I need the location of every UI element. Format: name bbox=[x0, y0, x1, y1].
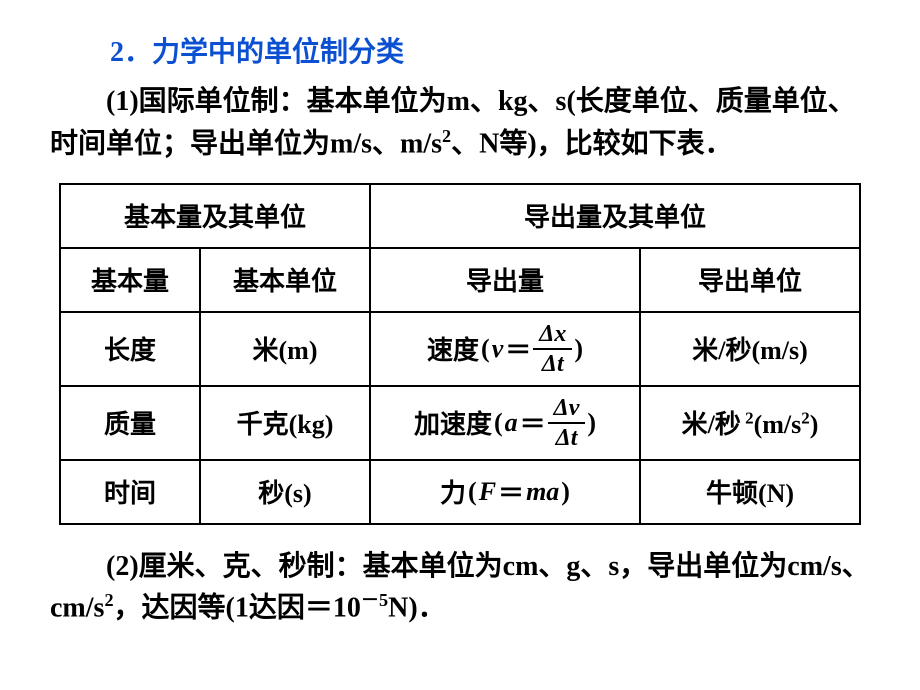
para2-sup2: －5 bbox=[361, 590, 388, 610]
header-left: 基本量及其单位 bbox=[60, 184, 370, 248]
para2-text-b: ，达因等(1达因＝10 bbox=[114, 592, 361, 623]
unit-sup2: 2 bbox=[801, 408, 809, 427]
para2-text-c: N)． bbox=[388, 592, 446, 623]
frac-den: Δt bbox=[533, 350, 572, 378]
cell-base-unit: 千克(kg) bbox=[200, 386, 370, 460]
frac-num: Δv bbox=[548, 394, 586, 424]
derived-expr: ma bbox=[526, 477, 559, 507]
derived-name: 速度 bbox=[427, 330, 479, 367]
subheader-c4: 导出单位 bbox=[640, 248, 860, 312]
header-right: 导出量及其单位 bbox=[370, 184, 860, 248]
table-subheader-row: 基本量 基本单位 导出量 导出单位 bbox=[60, 248, 860, 312]
cell-base-unit: 米(m) bbox=[200, 312, 370, 386]
cell-derived-qty: 速度(v＝ Δx Δt ) bbox=[370, 312, 640, 386]
unit-sup: 2 bbox=[741, 408, 754, 427]
cell-base-qty: 长度 bbox=[60, 312, 200, 386]
frac-den: Δt bbox=[548, 424, 586, 452]
cell-derived-unit: 米/秒 2(m/s2) bbox=[640, 386, 860, 460]
subheader-c2: 基本单位 bbox=[200, 248, 370, 312]
cell-derived-qty: 力(F＝ma) bbox=[370, 460, 640, 524]
table-header-row: 基本量及其单位 导出量及其单位 bbox=[60, 184, 860, 248]
unit-post: (m/s bbox=[754, 410, 802, 439]
table-row: 时间 秒(s) 力(F＝ma) 牛顿(N) bbox=[60, 460, 860, 524]
para1-sup: 2 bbox=[442, 126, 451, 146]
derived-name: 加速度 bbox=[414, 404, 492, 441]
cell-base-unit: 秒(s) bbox=[200, 460, 370, 524]
cell-derived-qty: 加速度(a＝ Δv Δt ) bbox=[370, 386, 640, 460]
table-row: 长度 米(m) 速度(v＝ Δx Δt ) 米/秒(m/s) bbox=[60, 312, 860, 386]
cell-derived-unit: 牛顿(N) bbox=[640, 460, 860, 524]
cell-base-qty: 质量 bbox=[60, 386, 200, 460]
fraction-icon: Δv Δt bbox=[548, 394, 586, 452]
paragraph-1: (1)国际单位制：基本单位为m、kg、s(长度单位、质量单位、时间单位；导出单位… bbox=[50, 82, 870, 165]
units-table: 基本量及其单位 导出量及其单位 基本量 基本单位 导出量 导出单位 长度 米(m… bbox=[59, 183, 861, 525]
subheader-c3: 导出量 bbox=[370, 248, 640, 312]
subheader-c1: 基本量 bbox=[60, 248, 200, 312]
cell-base-qty: 时间 bbox=[60, 460, 200, 524]
derived-var: a bbox=[505, 408, 518, 438]
derived-name: 力 bbox=[440, 473, 466, 510]
table-row: 质量 千克(kg) 加速度(a＝ Δv Δt ) 米/秒 2(m/s2) bbox=[60, 386, 860, 460]
derived-var: v bbox=[492, 334, 504, 364]
para2-sup: 2 bbox=[104, 590, 113, 610]
cell-derived-unit: 米/秒(m/s) bbox=[640, 312, 860, 386]
paragraph-2: (2)厘米、克、秒制：基本单位为cm、g、s，导出单位为cm/s、cm/s2，达… bbox=[50, 547, 870, 630]
frac-num: Δx bbox=[533, 320, 572, 350]
derived-var: F bbox=[479, 477, 496, 507]
fraction-icon: Δx Δt bbox=[533, 320, 572, 378]
unit-pre: 米/秒 bbox=[682, 410, 741, 439]
para1-text-b: 、N等)，比较如下表． bbox=[451, 128, 733, 159]
unit-post2: ) bbox=[810, 410, 819, 439]
section-title: 2．力学中的单位制分类 bbox=[110, 30, 870, 70]
